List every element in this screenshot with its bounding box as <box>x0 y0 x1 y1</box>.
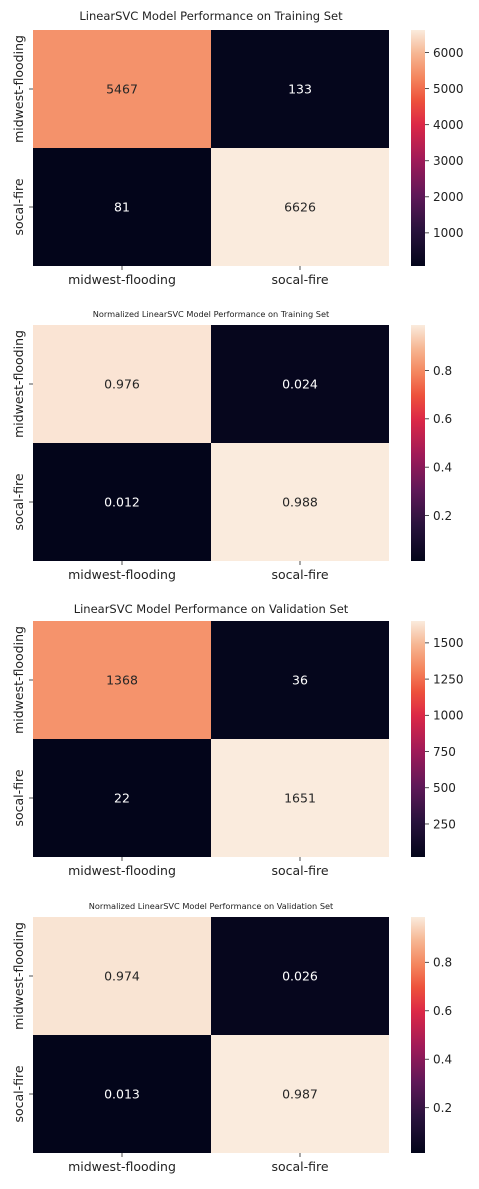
x-tick-label: midwest-flooding <box>68 272 176 287</box>
x-tick-label: socal-fire <box>271 272 328 287</box>
colorbar-tick-label: 1000 <box>433 709 464 723</box>
x-tick-label: socal-fire <box>271 567 328 582</box>
x-tick-label: midwest-flooding <box>68 863 176 878</box>
colorbar-tick-label: 0.6 <box>433 1004 452 1018</box>
colorbar-tick-label: 0.8 <box>433 364 452 378</box>
colorbar-tick-label: 0.8 <box>433 956 452 970</box>
heatmap-cell <box>211 917 389 1035</box>
heatmap-cell <box>33 443 211 561</box>
cell-value-label: 0.976 <box>104 377 140 392</box>
cell-value-label: 0.026 <box>282 969 318 984</box>
chart-title: LinearSVC Model Performance on Training … <box>79 9 343 23</box>
heatmap-cell <box>33 917 211 1035</box>
heatmap-cell <box>33 621 211 739</box>
y-tick-label: socal-fire <box>11 178 26 235</box>
heatmap-panel-3: LinearSVC Model Performance on Validatio… <box>11 602 464 878</box>
colorbar-tick-label: 0.2 <box>433 509 452 523</box>
cell-value-label: 36 <box>292 673 308 688</box>
heatmap-cell <box>33 30 211 148</box>
cell-value-label: 0.013 <box>104 1087 140 1102</box>
colorbar-tick-label: 250 <box>433 817 456 831</box>
colorbar <box>411 325 425 561</box>
heatmap-cell <box>211 148 389 266</box>
heatmap-cell <box>211 1035 389 1153</box>
colorbar-tick-label: 1250 <box>433 672 464 686</box>
cell-value-label: 133 <box>288 82 312 97</box>
heatmap-cell <box>33 325 211 443</box>
colorbar-tick-label: 500 <box>433 781 456 795</box>
y-tick-label: socal-fire <box>11 1065 26 1122</box>
heatmap-cell <box>211 30 389 148</box>
colorbar-tick-label: 1500 <box>433 636 464 650</box>
heatmap-cell <box>33 1035 211 1153</box>
cell-value-label: 5467 <box>106 82 138 97</box>
colorbar-tick-label: 2000 <box>433 190 464 204</box>
heatmap-panel-2: Normalized LinearSVC Model Performance o… <box>11 309 452 582</box>
y-tick-label: midwest-flooding <box>11 330 26 438</box>
heatmap-cell <box>33 148 211 266</box>
y-tick-label: midwest-flooding <box>11 626 26 734</box>
colorbar-tick-label: 750 <box>433 745 456 759</box>
heatmap-cell <box>211 325 389 443</box>
heatmap-panel-4: Normalized LinearSVC Model Performance o… <box>11 901 452 1174</box>
colorbar-tick-label: 4000 <box>433 118 464 132</box>
x-tick-label: socal-fire <box>271 863 328 878</box>
colorbar-tick-label: 0.4 <box>433 460 452 474</box>
colorbar-tick-label: 0.2 <box>433 1101 452 1115</box>
cell-value-label: 81 <box>114 200 130 215</box>
x-tick-label: midwest-flooding <box>68 567 176 582</box>
cell-value-label: 0.974 <box>104 969 140 984</box>
cell-value-label: 1368 <box>106 673 138 688</box>
cell-value-label: 22 <box>114 791 130 806</box>
heatmap-cell <box>211 443 389 561</box>
cell-value-label: 0.012 <box>104 495 140 510</box>
heatmap-panel-1: LinearSVC Model Performance on Training … <box>11 9 464 287</box>
y-tick-label: midwest-flooding <box>11 35 26 143</box>
colorbar-tick-label: 5000 <box>433 82 464 96</box>
colorbar <box>411 917 425 1153</box>
colorbar <box>411 30 425 266</box>
chart-title: Normalized LinearSVC Model Performance o… <box>89 901 334 911</box>
cell-value-label: 0.024 <box>282 377 318 392</box>
colorbar-tick-label: 6000 <box>433 46 464 60</box>
heatmap-cell <box>33 739 211 857</box>
cell-value-label: 6626 <box>284 200 316 215</box>
colorbar-tick-label: 1000 <box>433 226 464 240</box>
x-tick-label: midwest-flooding <box>68 1159 176 1174</box>
heatmap-cell <box>211 739 389 857</box>
chart-title: Normalized LinearSVC Model Performance o… <box>93 309 330 319</box>
colorbar-tick-label: 0.6 <box>433 412 452 426</box>
heatmap-cell <box>211 621 389 739</box>
cell-value-label: 1651 <box>284 791 316 806</box>
chart-title: LinearSVC Model Performance on Validatio… <box>74 602 349 616</box>
colorbar-tick-label: 3000 <box>433 154 464 168</box>
cell-value-label: 0.987 <box>282 1087 318 1102</box>
y-tick-label: socal-fire <box>11 769 26 826</box>
x-tick-label: socal-fire <box>271 1159 328 1174</box>
y-tick-label: socal-fire <box>11 473 26 530</box>
cell-value-label: 0.988 <box>282 495 318 510</box>
colorbar-tick-label: 0.4 <box>433 1053 452 1067</box>
colorbar <box>411 621 425 857</box>
y-tick-label: midwest-flooding <box>11 922 26 1030</box>
